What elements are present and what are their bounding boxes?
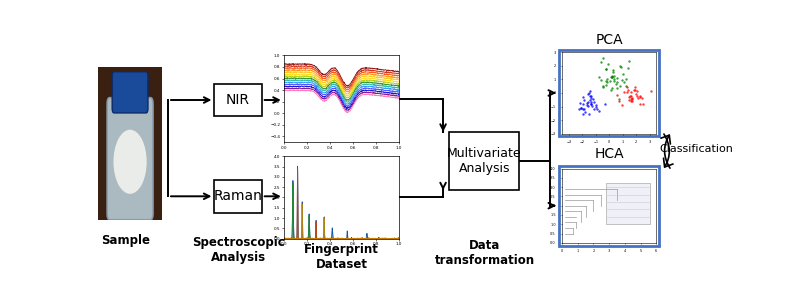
FancyArrowPatch shape bbox=[663, 134, 673, 167]
Text: Fingerprint
Dataset: Fingerprint Dataset bbox=[304, 243, 379, 271]
Bar bbox=[559, 49, 659, 136]
Text: Spectroscopic
Analysis: Spectroscopic Analysis bbox=[192, 236, 284, 264]
Text: Sample: Sample bbox=[101, 235, 150, 247]
Bar bbox=[450, 132, 520, 190]
Bar bbox=[559, 166, 659, 246]
Text: HCA: HCA bbox=[594, 147, 624, 161]
Text: Multivariate
Analysis: Multivariate Analysis bbox=[447, 147, 522, 175]
FancyArrowPatch shape bbox=[661, 135, 670, 168]
Text: Raman: Raman bbox=[214, 189, 262, 203]
Bar bbox=[214, 84, 261, 117]
Text: NIR: NIR bbox=[226, 93, 250, 107]
Bar bbox=[214, 180, 261, 213]
Text: PCA: PCA bbox=[595, 33, 623, 47]
Text: Data
transformation: Data transformation bbox=[434, 239, 535, 267]
Text: Classification: Classification bbox=[659, 144, 732, 154]
